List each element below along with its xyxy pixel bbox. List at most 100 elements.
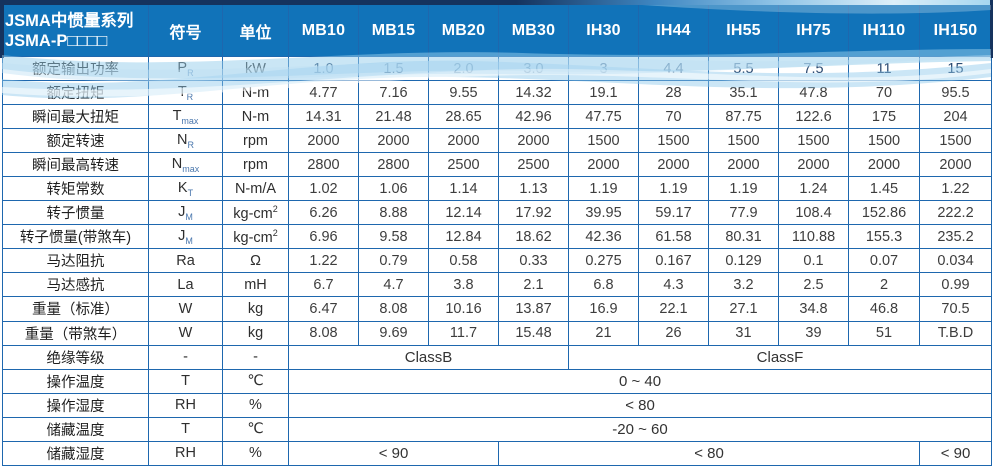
unit-cell: mH [222, 272, 289, 298]
symbol-cell: RH [148, 440, 223, 467]
value-cell: 0.07 [848, 248, 920, 274]
spec-row: 瞬间最高转速 Nmax rpm 2800 2800 2500 2500 2000 2000 200… [2, 152, 992, 178]
symbol-cell: KT [148, 176, 223, 202]
model-header-ih30: IH30 [568, 4, 639, 57]
value-cell: 1500 [848, 128, 920, 154]
symbol-subscript: max [182, 163, 200, 174]
value-cell: 0.167 [638, 248, 709, 274]
value-cell: 70.5 [919, 296, 992, 322]
span-value-cell: < 80 [498, 440, 920, 467]
span-value-cell: < 90 [919, 440, 992, 467]
value-cell: 6.8 [568, 272, 639, 298]
unit-cell: ℃ [222, 368, 289, 394]
value-cell: 27.1 [708, 296, 779, 322]
value-cell: 14.32 [498, 80, 569, 106]
row-label: 储藏湿度 [2, 440, 149, 467]
row-label: 马达感抗 [2, 272, 149, 298]
value-cell: 1500 [568, 128, 639, 154]
symbol-cell: W [148, 296, 223, 322]
symbol-cell: T [148, 368, 223, 394]
value-cell: 222.2 [919, 200, 992, 226]
value-cell: 1500 [778, 128, 849, 154]
value-cell: 0.79 [358, 248, 429, 274]
value-cell: 1.06 [358, 176, 429, 202]
value-cell: 6.26 [288, 200, 359, 226]
value-cell: 2000 [288, 128, 359, 154]
unit-cell: kW [222, 55, 289, 82]
row-label: 瞬间最高转速 [2, 152, 149, 178]
value-cell: 1.02 [288, 176, 359, 202]
value-cell: 110.88 [778, 224, 849, 250]
table-title-line2: JSMA-P□□□□ [5, 31, 108, 50]
symbol-cell: W [148, 320, 223, 346]
value-cell: 1.5 [358, 55, 429, 82]
value-cell: 2500 [428, 152, 499, 178]
model-header-ih75: IH75 [778, 4, 849, 57]
symbol-subscript: T [187, 187, 194, 198]
spec-table-body: 额定输出功率 PR kW 1.0 1.5 2.0 3.0 3 4.4 5.5 7.5 11 15 额定扭矩… [2, 55, 992, 467]
value-cell: 16.9 [568, 296, 639, 322]
table-title: JSMA中惯量系列 JSMA-P□□□□ [2, 4, 149, 57]
model-header-mb20: MB20 [428, 4, 499, 57]
symbol-column-header: 符号 [148, 4, 223, 57]
value-cell: 2000 [428, 128, 499, 154]
value-cell: 0.58 [428, 248, 499, 274]
row-label: 重量（带煞车） [2, 320, 149, 346]
unit-cell: rpm [222, 128, 289, 154]
row-label: 额定输出功率 [2, 55, 149, 82]
row-label: 操作温度 [2, 368, 149, 394]
value-cell: 0.33 [498, 248, 569, 274]
value-cell: 155.3 [848, 224, 920, 250]
symbol-cell: T [148, 416, 223, 442]
value-cell: 204 [919, 104, 992, 130]
value-cell: 11 [848, 55, 920, 82]
value-cell: 175 [848, 104, 920, 130]
value-cell: 3 [568, 55, 639, 82]
spec-row: 绝缘等级 - - ClassB ClassF [2, 344, 992, 370]
value-cell: 28.65 [428, 104, 499, 130]
value-cell: 1.24 [778, 176, 849, 202]
spec-row: 瞬间最大扭矩 Tmax N-m 14.31 21.48 28.65 42.96 47.75 70… [2, 104, 992, 130]
value-cell: 87.75 [708, 104, 779, 130]
spec-row: 额定扭矩 TR N-m 4.77 7.16 9.55 14.32 19.1 28 35.1 47.8… [2, 80, 992, 106]
value-cell: 14.31 [288, 104, 359, 130]
value-cell: 1.22 [919, 176, 992, 202]
symbol-cell: JM [148, 200, 223, 226]
unit-cell: rpm [222, 152, 289, 178]
value-cell: 70 [638, 104, 709, 130]
row-label: 操作湿度 [2, 392, 149, 418]
decor-top-band [0, 0, 993, 5]
model-header-ih55: IH55 [708, 4, 779, 57]
value-cell: 0.1 [778, 248, 849, 274]
span-value-cell: ClassB [288, 344, 569, 370]
value-cell: 1500 [638, 128, 709, 154]
unit-column-header: 单位 [222, 4, 289, 57]
spec-row: 额定转速 NR rpm 2000 2000 2000 2000 1500 1500 1500 150… [2, 128, 992, 154]
value-cell: 3.8 [428, 272, 499, 298]
value-cell: 2800 [288, 152, 359, 178]
value-cell: 47.8 [778, 80, 849, 106]
symbol-cell: - [148, 344, 223, 370]
value-cell: 35.1 [708, 80, 779, 106]
value-cell: 12.84 [428, 224, 499, 250]
span-value-cell: < 90 [288, 440, 499, 467]
value-cell: 59.17 [638, 200, 709, 226]
span-value-cell: < 80 [288, 392, 992, 418]
unit-superscript: 2 [272, 227, 278, 238]
value-cell: 70 [848, 80, 920, 106]
value-cell: 1.19 [638, 176, 709, 202]
value-cell: T.B.D [919, 320, 992, 346]
value-cell: 9.55 [428, 80, 499, 106]
spec-row: 转矩常数 KT N-m/A 1.02 1.06 1.14 1.13 1.19 1.19 1.19 1… [2, 176, 992, 202]
value-cell: 15 [919, 55, 992, 82]
value-cell: 152.86 [848, 200, 920, 226]
value-cell: 1500 [919, 128, 992, 154]
unit-cell: kg [222, 296, 289, 322]
value-cell: 46.8 [848, 296, 920, 322]
value-cell: 1.14 [428, 176, 499, 202]
value-cell: 51 [848, 320, 920, 346]
value-cell: 77.9 [708, 200, 779, 226]
unit-cell: kg [222, 320, 289, 346]
symbol-cell: TR [148, 80, 223, 106]
